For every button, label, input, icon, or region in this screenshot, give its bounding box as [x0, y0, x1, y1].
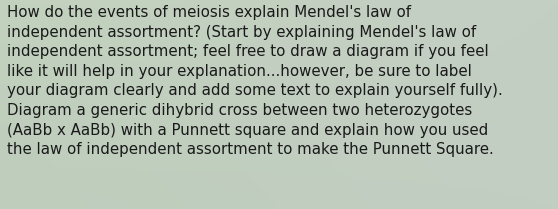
Text: How do the events of meiosis explain Mendel's law of
independent assortment? (St: How do the events of meiosis explain Men…	[7, 5, 502, 157]
